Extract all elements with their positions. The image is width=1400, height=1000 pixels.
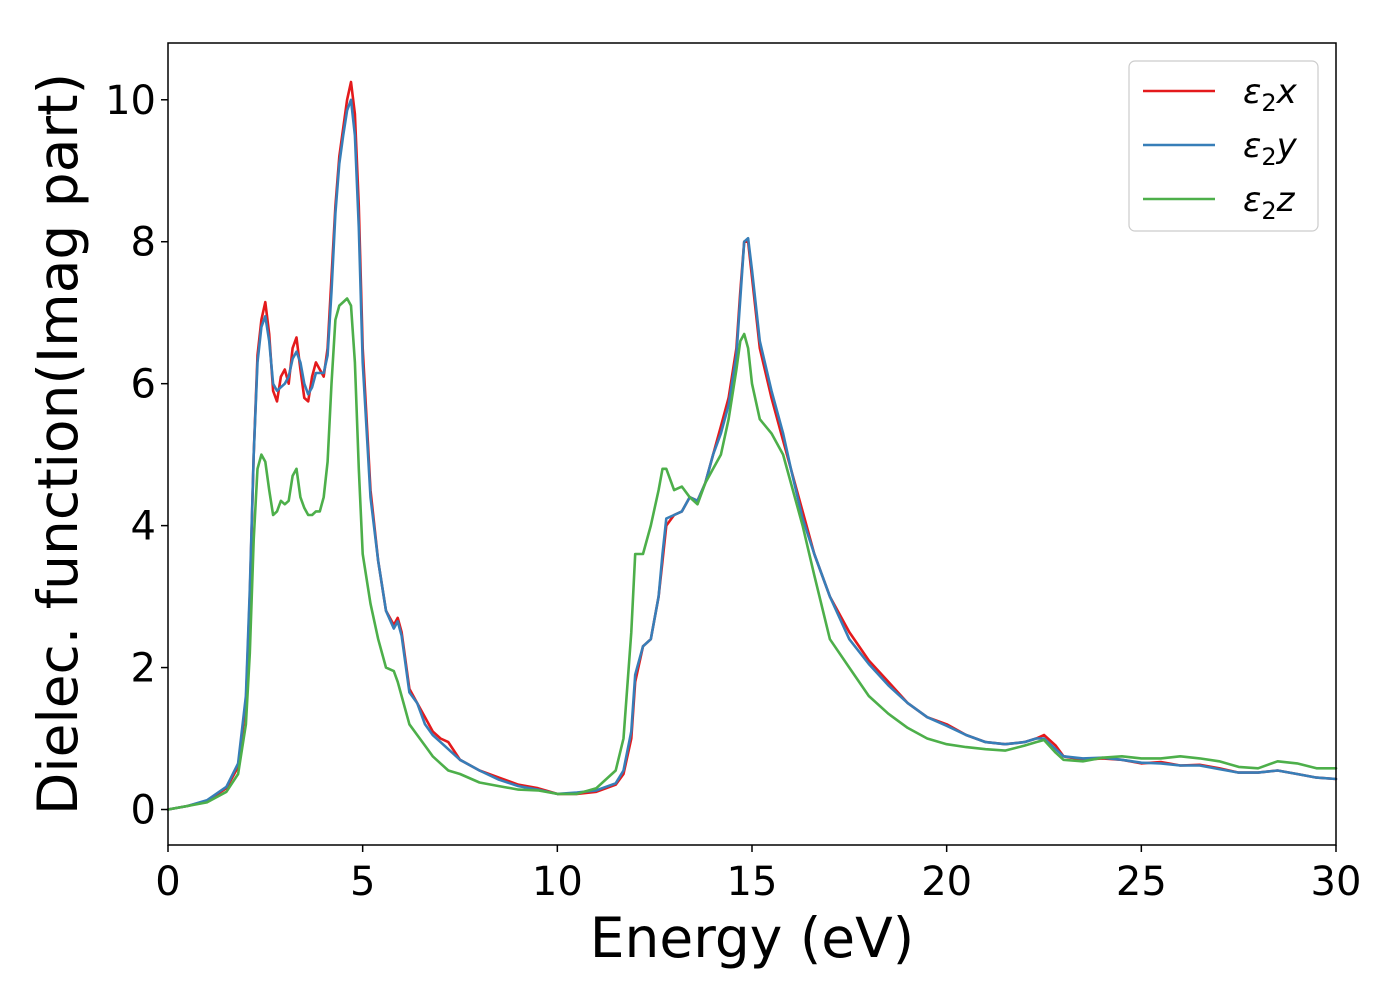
x-tick-label: 20 xyxy=(921,859,972,905)
x-tick-label: 15 xyxy=(727,859,778,905)
legend-label-z: ε2z xyxy=(1243,180,1296,225)
y-tick-label: 4 xyxy=(131,504,156,550)
x-tick-label: 10 xyxy=(532,859,583,905)
x-axis: 0 5 10 15 20 25 30 xyxy=(155,845,1361,905)
y-axis-title: Dielec. function(Imag part) xyxy=(26,73,90,815)
x-tick-label: 5 xyxy=(350,859,375,905)
y-tick-label: 8 xyxy=(131,220,156,266)
x-tick-label: 30 xyxy=(1311,859,1362,905)
series-line-z xyxy=(166,297,1338,811)
x-axis-title: Energy (eV) xyxy=(590,906,914,970)
series-layer xyxy=(166,80,1338,811)
x-tick-label: 25 xyxy=(1116,859,1167,905)
series-line-y xyxy=(166,98,1338,811)
legend: ε2x ε2y ε2z xyxy=(1128,60,1319,232)
legend-box xyxy=(1128,60,1319,232)
x-tick-label: 0 xyxy=(155,859,180,905)
y-tick-label: 2 xyxy=(131,646,156,692)
legend-label-x: ε2x xyxy=(1243,72,1298,117)
y-axis: 0 2 4 6 8 10 xyxy=(105,78,168,834)
y-tick-label: 6 xyxy=(131,362,156,408)
legend-label-y: ε2y xyxy=(1243,126,1298,171)
y-tick-label: 10 xyxy=(105,78,156,124)
y-tick-label: 0 xyxy=(131,788,156,834)
